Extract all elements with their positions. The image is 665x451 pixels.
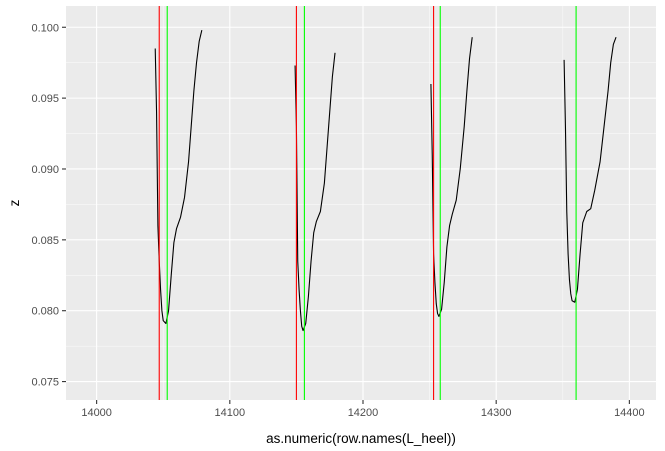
y-tick-label: 0.090 — [31, 164, 59, 176]
series-line-4 — [563, 36, 617, 303]
x-axis-title: as.numeric(row.names(L_heel)) — [266, 431, 456, 446]
x-tick-label: 14400 — [614, 407, 645, 419]
x-tick-label: 14100 — [215, 407, 246, 419]
x-tick-label: 14300 — [481, 407, 512, 419]
series-line-2 — [294, 52, 336, 332]
major-gridlines — [66, 6, 656, 400]
plot-panel-background — [66, 6, 656, 400]
axis-ticks: 14000 14100 14200 14300 14400 0.075 0.080 0.085… — [31, 22, 644, 419]
y-tick-label: 0.100 — [31, 22, 59, 34]
y-tick-label: 0.085 — [31, 235, 59, 247]
x-tick-label: 14000 — [81, 407, 112, 419]
y-axis-title: z — [7, 199, 22, 206]
y-tick-label: 0.075 — [31, 377, 59, 389]
series-line-3 — [430, 37, 473, 317]
y-tick-label: 0.095 — [31, 93, 59, 105]
y-tick-label: 0.080 — [31, 306, 59, 318]
x-tick-label: 14200 — [348, 407, 379, 419]
vertical-reference-lines — [158, 6, 577, 400]
